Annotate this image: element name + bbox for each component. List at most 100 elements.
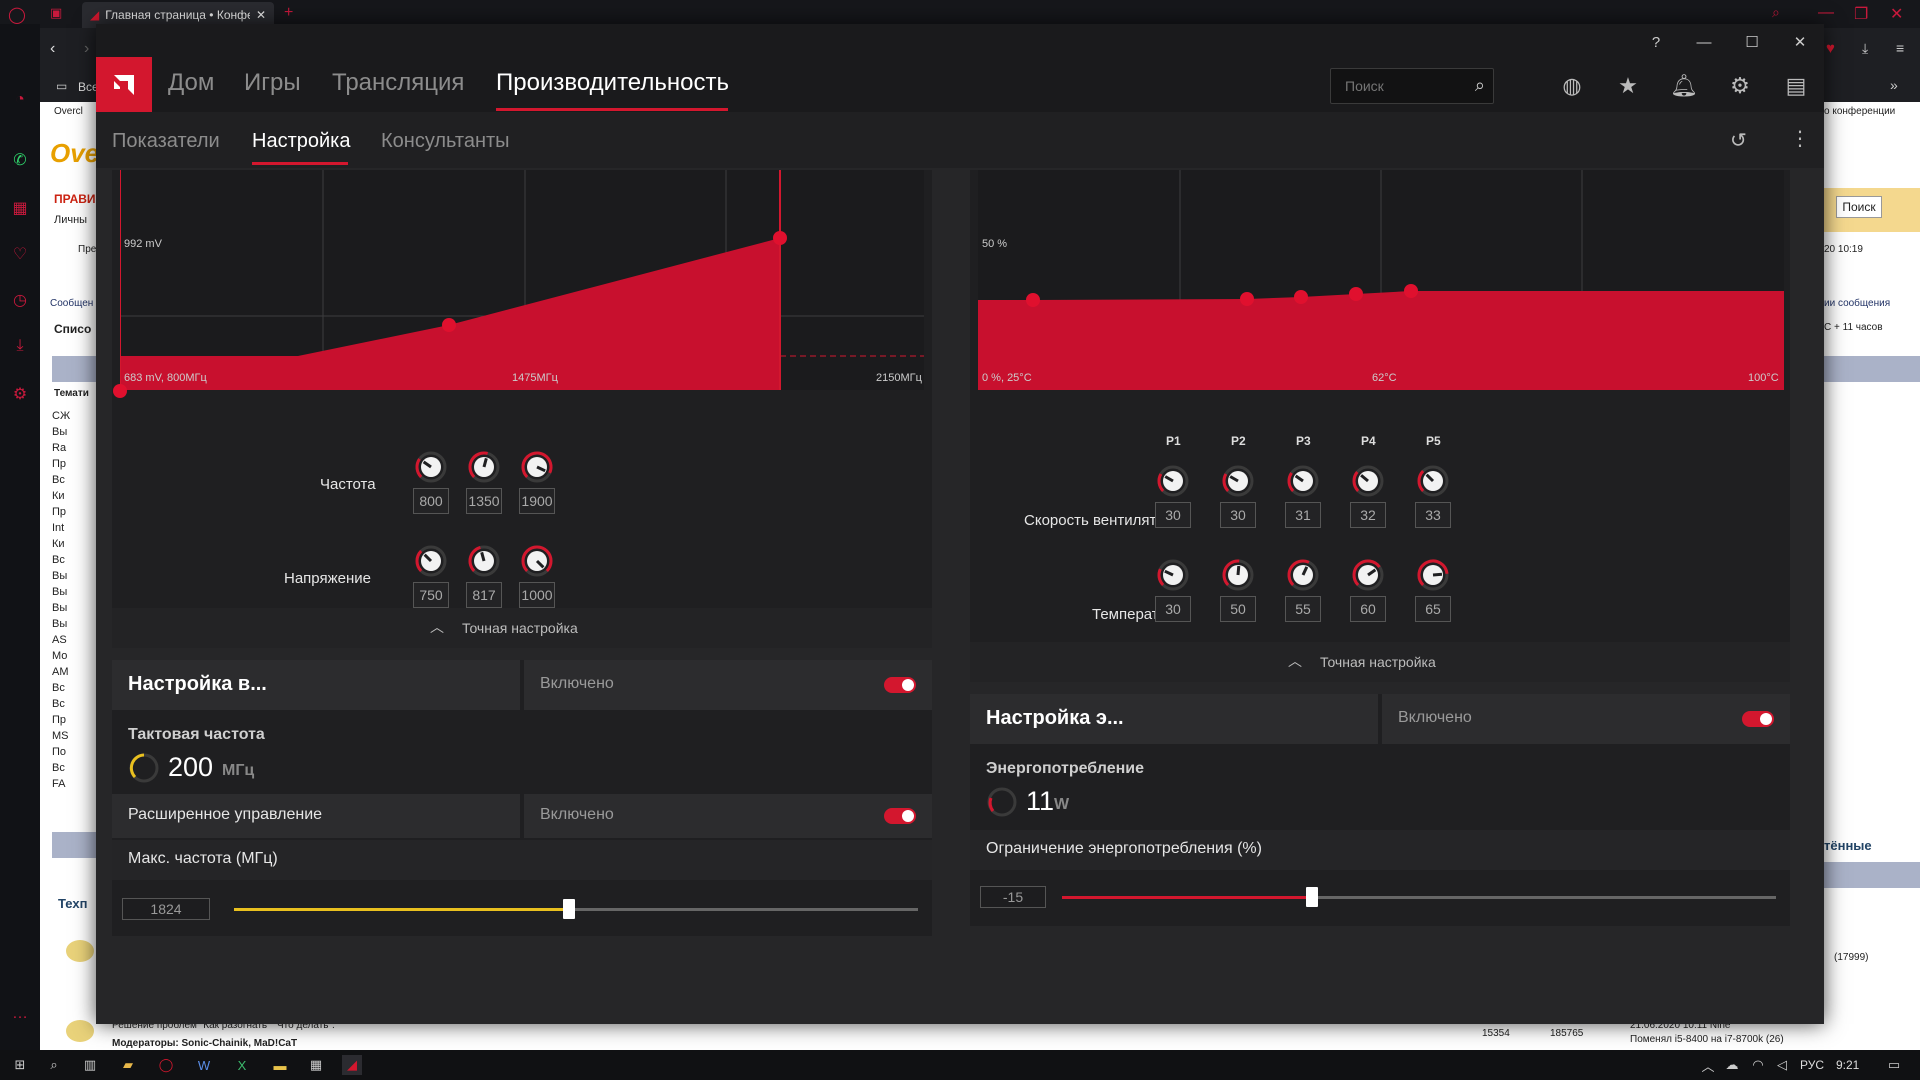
restore-browser-icon[interactable]: ❐	[1854, 6, 1869, 23]
fan-speed-value-2[interactable]: 30	[1220, 502, 1256, 528]
forum-list-item[interactable]: Пр	[52, 714, 67, 726]
temperature-knob-3[interactable]	[1286, 558, 1320, 592]
temperature-knob-2[interactable]	[1221, 558, 1255, 592]
page-fragment[interactable]: Overcl	[54, 106, 83, 117]
voltage-knob-1[interactable]	[414, 544, 448, 578]
word-taskbar-icon[interactable]: W	[197, 1057, 211, 1073]
max-freq-slider-track[interactable]	[234, 908, 918, 911]
forward-icon[interactable]: ›	[84, 40, 90, 57]
forum-list-item[interactable]: Пр	[52, 458, 67, 470]
page-fragment[interactable]: Поменял i5-8400 на i7-8700k (26)	[1630, 1034, 1784, 1045]
bookmark-all[interactable]: Все	[78, 80, 99, 94]
close-tab-icon[interactable]: ✕	[255, 8, 266, 22]
opera-menu-icon[interactable]: ◯	[8, 7, 26, 24]
forum-list-item[interactable]: AS	[52, 634, 67, 646]
voltage-knob-2[interactable]	[467, 544, 501, 578]
gear-icon[interactable]: ⚙	[1730, 73, 1750, 98]
heart-icon[interactable]: ♡	[12, 246, 28, 263]
bell-icon[interactable]: 🔔︎	[1670, 73, 1698, 98]
search-tabs-icon[interactable]: ⌕	[1772, 4, 1780, 20]
bookmarks-more-icon[interactable]: »	[1890, 77, 1898, 93]
fan-speed-knob-1[interactable]	[1156, 464, 1190, 498]
explorer-pinned-icon[interactable]: ▰	[123, 1057, 133, 1072]
temperature-knob-4[interactable]	[1351, 558, 1385, 592]
nav-games[interactable]: Игры	[244, 69, 301, 96]
forum-list-item[interactable]: AM	[52, 666, 69, 678]
adv-control-toggle[interactable]	[884, 808, 916, 824]
voltage-frequency-chart[interactable]: 992 mV 683 mV, 800МГц 1475МГц 2150МГц	[120, 170, 924, 390]
fan-curve-chart[interactable]: 50 % 0 %, 25°C 62°C 100°C	[978, 170, 1784, 390]
nav-streaming[interactable]: Трансляция	[332, 69, 465, 96]
forum-list-item[interactable]: Вы	[52, 586, 68, 598]
forum-list-item[interactable]: Вс	[52, 682, 65, 694]
vf-start-point[interactable]	[113, 384, 127, 398]
forum-list-item[interactable]: По	[52, 746, 67, 758]
power-limit-slider-thumb[interactable]	[1305, 887, 1318, 907]
amd-taskbar-icon[interactable]: ◢	[342, 1055, 362, 1075]
fan-speed-value-1[interactable]: 30	[1155, 502, 1191, 528]
back-icon[interactable]: ‹	[50, 40, 56, 57]
fan-speed-knob-4[interactable]	[1351, 464, 1385, 498]
sidebar-panel-icon[interactable]: ▤	[1785, 73, 1807, 98]
volume-icon[interactable]: ◁	[1777, 1057, 1787, 1072]
page-fragment[interactable]: Модераторы: Sonic-Chainik, MaD!CaT	[112, 1038, 298, 1049]
close-icon[interactable]: ✕	[1793, 34, 1807, 51]
gamepad-icon[interactable]: ▣	[50, 5, 63, 20]
forum-list-item[interactable]: Вс	[52, 762, 65, 774]
max-freq-slider-thumb[interactable]	[563, 899, 576, 919]
temperature-value-4[interactable]: 60	[1350, 596, 1386, 622]
forum-list-item[interactable]: FA	[52, 778, 66, 790]
search-icon[interactable]: ⌕	[1474, 75, 1485, 95]
power-limit-slider-track[interactable]	[1062, 896, 1776, 899]
frequency-value-3[interactable]: 1900	[519, 488, 555, 514]
easy-setup-icon[interactable]: ≡	[1896, 40, 1905, 56]
frequency-knob-1[interactable]	[414, 450, 448, 484]
minimize-icon[interactable]: —	[1696, 33, 1712, 51]
fan-fine-tune-bar[interactable]: ︿ Точная настройка	[970, 642, 1790, 682]
page-fragment[interactable]: 21.06.2020 10:11 Nine	[1630, 1020, 1731, 1031]
page-fragment[interactable]: ии сообщения	[1824, 298, 1891, 309]
forum-list-item[interactable]: Ra	[52, 442, 67, 454]
excel-taskbar-icon[interactable]: X	[237, 1057, 247, 1073]
close-browser-icon[interactable]: ✕	[1890, 6, 1904, 23]
folder-taskbar-icon[interactable]: ▬	[273, 1057, 287, 1073]
heart-bookmark-icon[interactable]: ♥	[1826, 40, 1835, 57]
search-taskbar-icon[interactable]: ⌕	[50, 1057, 58, 1072]
frequency-value-1[interactable]: 800	[413, 488, 449, 514]
voltage-value-1[interactable]: 750	[413, 582, 449, 608]
more-options-icon[interactable]: ⋮	[1790, 128, 1810, 150]
apps-icon[interactable]: ▦	[12, 200, 28, 217]
reset-icon[interactable]: ↺	[1730, 130, 1747, 152]
temperature-value-1[interactable]: 30	[1155, 596, 1191, 622]
downloads-icon[interactable]: ⤓	[1862, 40, 1869, 56]
forum-list-item[interactable]: Вс	[52, 554, 65, 566]
voltage-knob-3[interactable]	[520, 544, 554, 578]
star-icon[interactable]: ★	[1618, 73, 1638, 98]
more-icon[interactable]: …	[12, 1005, 28, 1022]
temperature-value-5[interactable]: 65	[1415, 596, 1451, 622]
network-icon[interactable]: ◠	[1752, 1057, 1764, 1072]
page-search-button[interactable]: Поиск	[1836, 196, 1882, 218]
forum-list-item[interactable]: MS	[52, 730, 69, 742]
frequency-knob-3[interactable]	[520, 450, 554, 484]
fan-speed-knob-5[interactable]	[1416, 464, 1450, 498]
download-icon[interactable]: ⤓	[16, 337, 24, 354]
tab-metrics[interactable]: Показатели	[112, 130, 220, 152]
cloud-icon[interactable]: ☁	[1725, 1057, 1739, 1072]
history-icon[interactable]: ◷	[13, 292, 27, 309]
search-box[interactable]: ⌕	[1330, 68, 1494, 104]
vram-toggle[interactable]	[884, 677, 916, 693]
search-input[interactable]	[1331, 69, 1451, 103]
fan-speed-value-4[interactable]: 32	[1350, 502, 1386, 528]
temperature-value-3[interactable]: 55	[1285, 596, 1321, 622]
maximize-icon[interactable]: ☐	[1745, 34, 1759, 51]
fan-speed-knob-3[interactable]	[1286, 464, 1320, 498]
task-view-icon[interactable]: ▥	[83, 1057, 97, 1072]
power-limit-input[interactable]: -15	[980, 886, 1046, 908]
forum-list-item[interactable]: Вс	[52, 698, 65, 710]
settings-icon[interactable]: ⚙	[12, 386, 28, 403]
help-icon[interactable]: ?	[1651, 33, 1661, 51]
fan-speed-knob-2[interactable]	[1221, 464, 1255, 498]
whatsapp-icon[interactable]: ✆	[13, 152, 27, 169]
forum-list-item[interactable]: Вы	[52, 570, 68, 582]
